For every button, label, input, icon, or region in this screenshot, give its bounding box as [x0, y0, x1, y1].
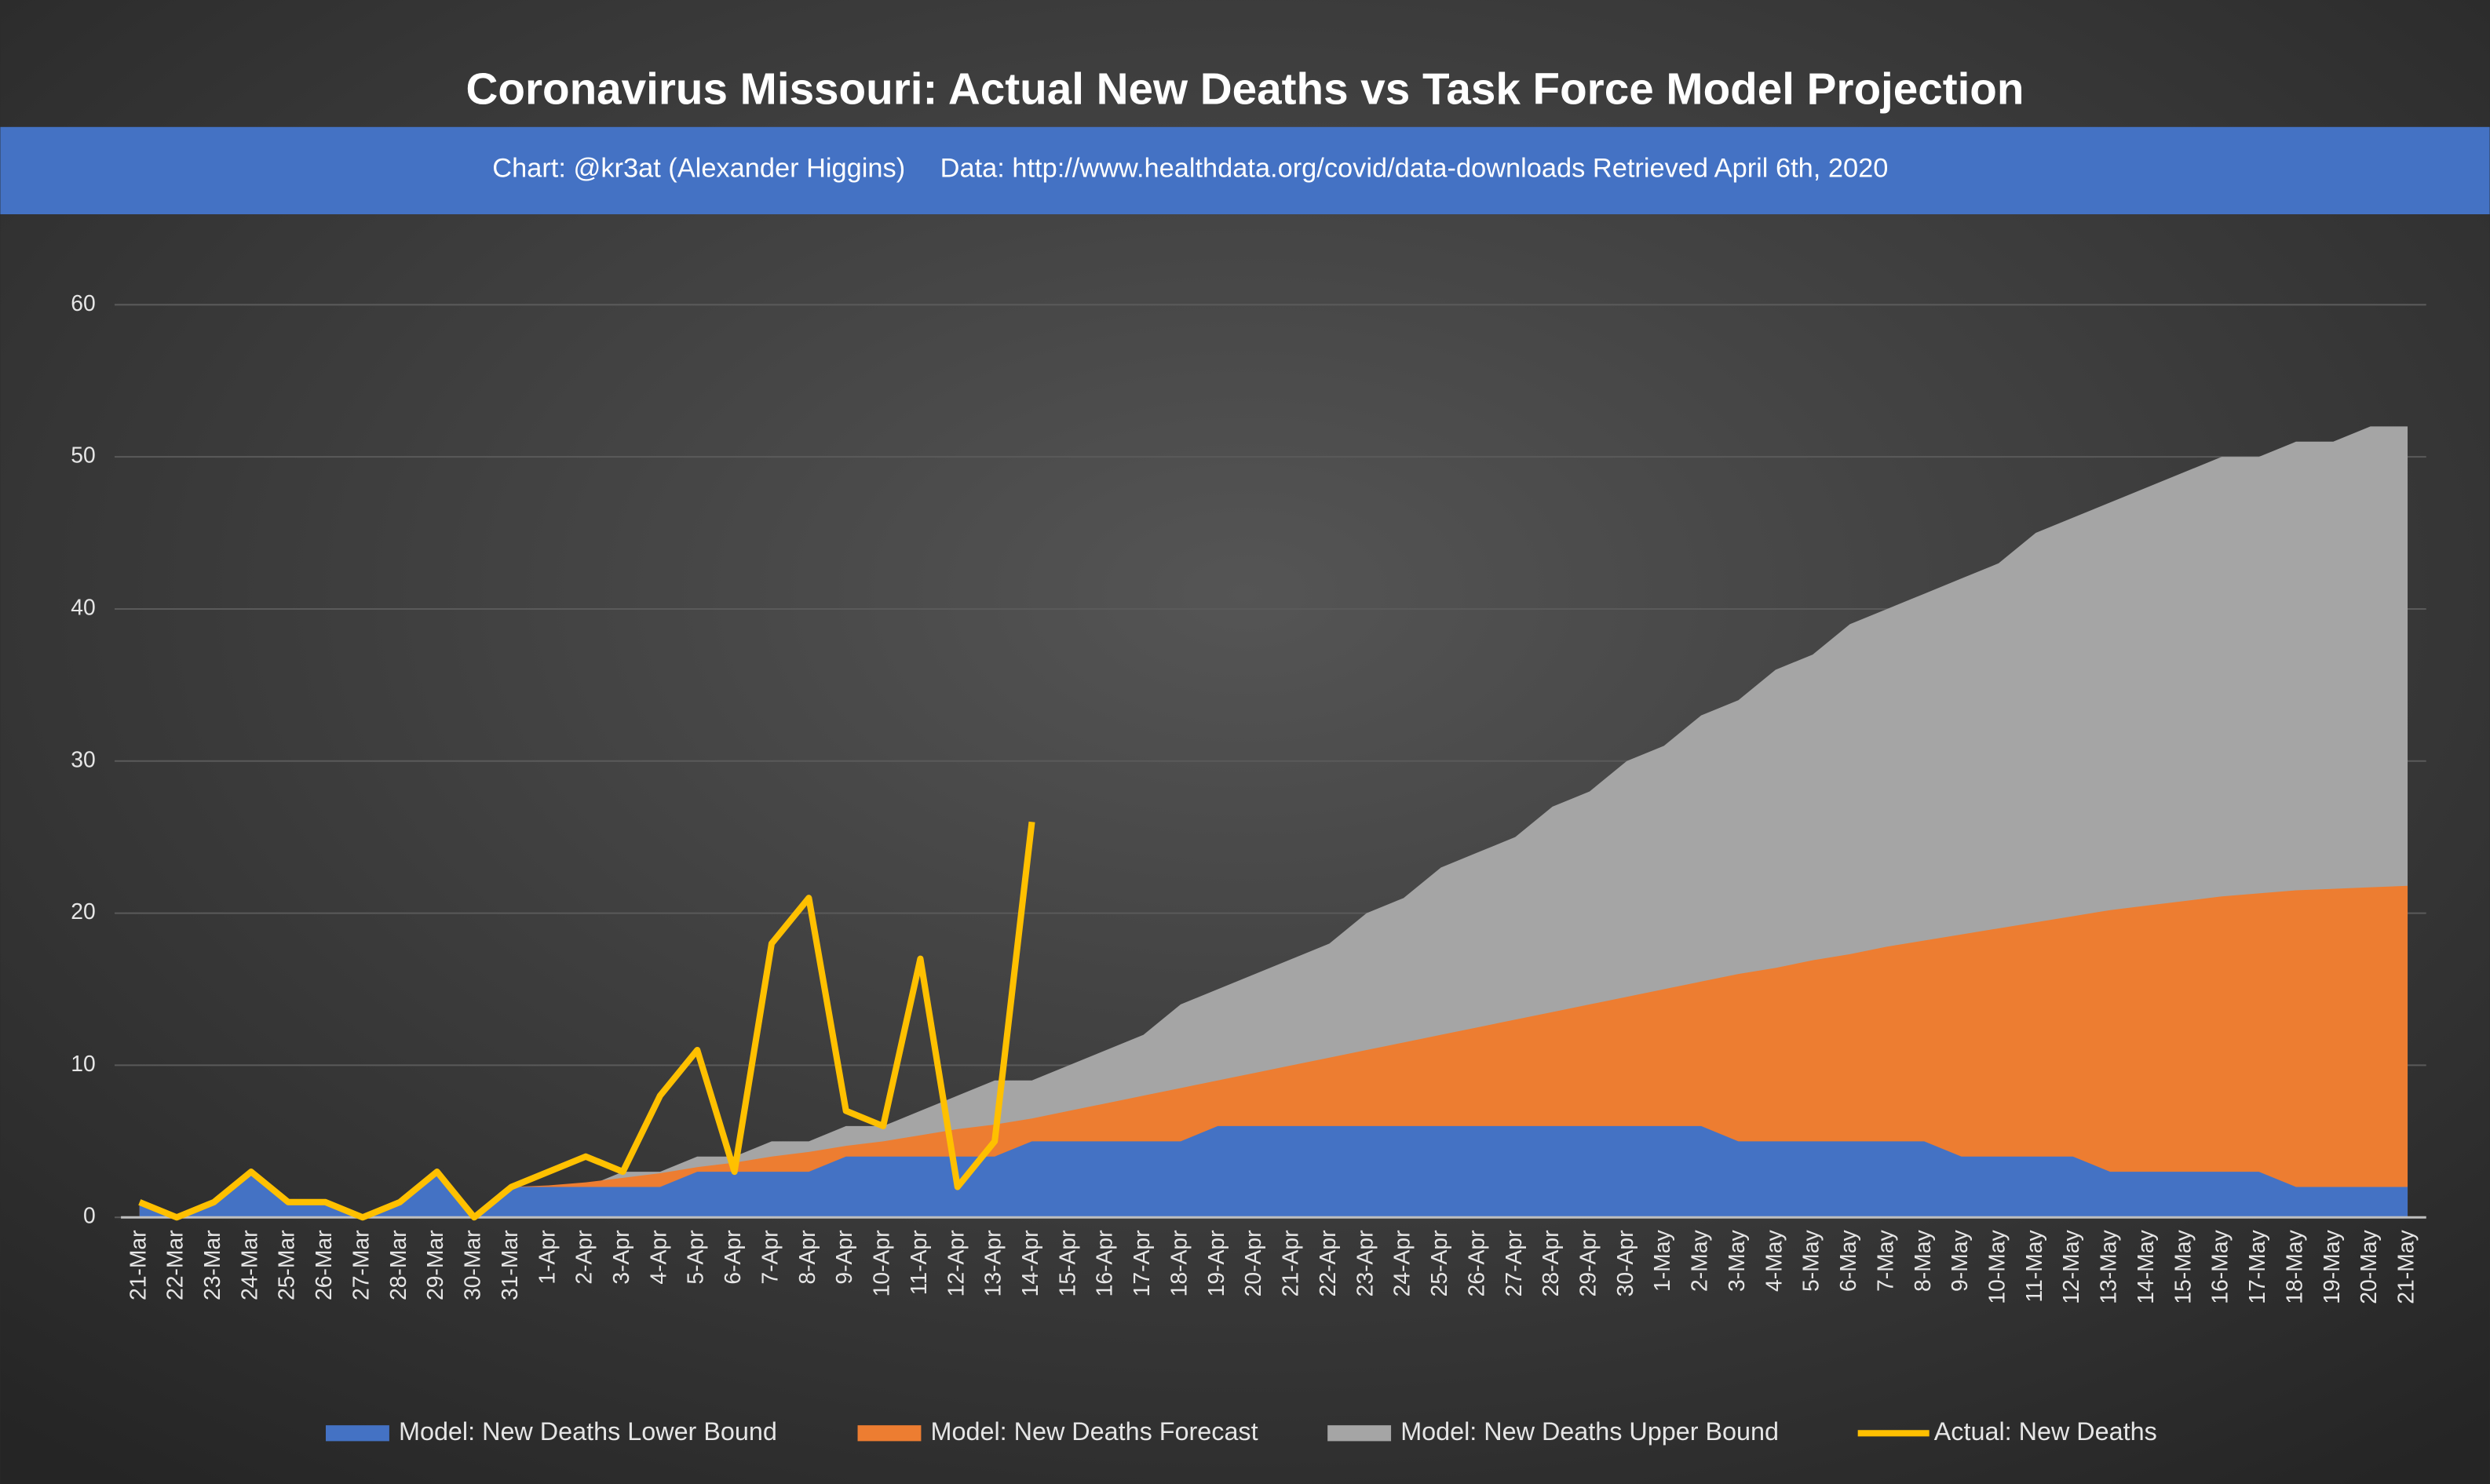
- y-tick-label: 30: [71, 746, 95, 771]
- x-tick-label: 11-May: [2021, 1230, 2046, 1303]
- x-tick-label: 17-Apr: [1129, 1230, 1154, 1296]
- x-tick-label: 21-Apr: [1278, 1230, 1303, 1296]
- y-tick-label: 0: [83, 1203, 96, 1228]
- x-tick-label: 27-Apr: [1501, 1230, 1526, 1296]
- x-tick-label: 24-Apr: [1389, 1230, 1415, 1296]
- x-tick-label: 26-Apr: [1463, 1230, 1488, 1296]
- x-tick-label: 14-May: [2133, 1230, 2158, 1304]
- x-tick-label: 25-Apr: [1426, 1230, 1451, 1296]
- x-tick-label: 19-May: [2319, 1230, 2344, 1304]
- x-tick-label: 8-May: [1910, 1230, 1935, 1292]
- x-tick-label: 16-May: [2207, 1230, 2233, 1304]
- legend-label: Model: New Deaths Forecast: [931, 1417, 1258, 1446]
- y-tick-label: 50: [71, 443, 95, 468]
- x-tick-label: 29-Apr: [1575, 1230, 1600, 1296]
- legend-swatch: [1327, 1425, 1392, 1442]
- y-tick-label: 10: [71, 1051, 95, 1076]
- x-tick-label: 28-Mar: [385, 1230, 411, 1300]
- x-tick-label: 23-Mar: [199, 1230, 225, 1300]
- legend-swatch: [325, 1425, 389, 1442]
- area: [139, 885, 2408, 1218]
- subtitle-band: [0, 126, 2490, 215]
- x-tick-label: 6-Apr: [720, 1230, 745, 1284]
- y-tick-label: 20: [71, 899, 95, 924]
- x-tick-label: 16-Apr: [1092, 1230, 1117, 1296]
- x-tick-label: 13-Apr: [980, 1230, 1006, 1296]
- x-tick-label: 28-Apr: [1538, 1230, 1563, 1296]
- x-tick-label: 24-Mar: [236, 1230, 261, 1300]
- x-tick-label: 7-May: [1872, 1230, 1897, 1292]
- x-tick-label: 30-Apr: [1612, 1230, 1637, 1296]
- x-tick-label: 29-Mar: [422, 1230, 447, 1300]
- legend-label: Actual: New Deaths: [1934, 1417, 2157, 1446]
- y-tick-label: 40: [71, 594, 95, 619]
- line: [138, 821, 1035, 1221]
- subtitle: Data: http://www.healthdata.org/covid/da…: [940, 153, 1889, 183]
- x-tick-label: 31-Mar: [497, 1230, 522, 1300]
- x-tick-label: 12-Apr: [943, 1230, 968, 1296]
- x-tick-label: 5-Apr: [683, 1230, 708, 1284]
- x-tick-label: 27-Mar: [348, 1230, 373, 1300]
- y-tick-label: 60: [71, 290, 95, 315]
- x-tick-label: 20-Apr: [1240, 1230, 1265, 1296]
- x-tick-label: 18-Apr: [1166, 1230, 1191, 1296]
- x-tick-label: 14-Apr: [1017, 1230, 1042, 1296]
- x-tick-label: 1-Apr: [534, 1230, 559, 1284]
- x-tick-label: 4-May: [1761, 1230, 1786, 1292]
- x-tick-label: 9-May: [1947, 1230, 1972, 1292]
- x-tick-label: 17-May: [2244, 1230, 2269, 1304]
- x-tick-label: 5-May: [1798, 1230, 1824, 1292]
- x-tick-label: 3-Apr: [608, 1230, 633, 1284]
- x-tick-label: 25-Mar: [274, 1230, 299, 1300]
- x-tick-label: 9-Apr: [831, 1230, 856, 1284]
- x-tick-label: 13-May: [2096, 1230, 2121, 1304]
- x-tick-label: 11-Apr: [906, 1230, 931, 1295]
- x-tick-label: 15-May: [2170, 1230, 2195, 1304]
- chart-title: Coronavirus Missouri: Actual New Deaths …: [466, 64, 2024, 113]
- x-tick-label: 20-May: [2356, 1230, 2381, 1304]
- x-tick-label: 8-Apr: [794, 1230, 820, 1284]
- x-tick-label: 22-Mar: [162, 1230, 188, 1300]
- legend-label: Model: New Deaths Lower Bound: [399, 1417, 777, 1446]
- x-tick-label: 19-Apr: [1203, 1230, 1229, 1296]
- x-tick-label: 1-May: [1649, 1230, 1674, 1292]
- x-tick-label: 21-Mar: [125, 1230, 150, 1300]
- x-tick-label: 2-May: [1687, 1230, 1712, 1292]
- x-tick-label: 30-Mar: [460, 1230, 485, 1300]
- legend-swatch: [857, 1425, 922, 1442]
- x-tick-label: 10-May: [1984, 1230, 2010, 1304]
- x-tick-label: 26-Mar: [311, 1230, 336, 1300]
- x-tick-label: 15-Apr: [1054, 1230, 1079, 1296]
- x-tick-label: 21-May: [2393, 1230, 2419, 1304]
- legend-label: Model: New Deaths Upper Bound: [1400, 1417, 1779, 1446]
- x-tick-label: 2-Apr: [571, 1230, 597, 1284]
- x-tick-label: 22-Apr: [1315, 1230, 1340, 1296]
- x-tick-label: 12-May: [2058, 1230, 2083, 1304]
- x-tick-label: 3-May: [1724, 1230, 1749, 1292]
- x-tick-label: 23-Apr: [1352, 1230, 1377, 1296]
- x-tick-label: 6-May: [1835, 1230, 1860, 1292]
- x-tick-label: 4-Apr: [645, 1230, 670, 1284]
- area: [139, 1125, 2408, 1218]
- x-tick-label: 10-Apr: [869, 1230, 894, 1296]
- x-tick-label: 18-May: [2281, 1230, 2306, 1304]
- x-tick-label: 7-Apr: [757, 1230, 782, 1284]
- subtitle: Chart: @kr3at (Alexander Higgins): [492, 153, 905, 183]
